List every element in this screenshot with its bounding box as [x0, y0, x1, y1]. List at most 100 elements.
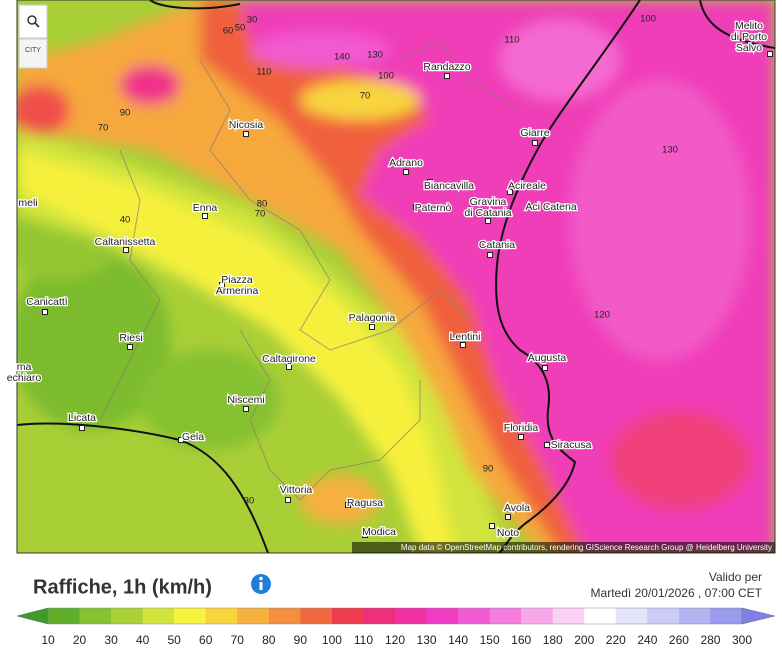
wind-field	[17, 0, 775, 553]
city-marker	[345, 502, 351, 508]
city-label: Niscemi	[227, 394, 264, 406]
legend-tick-label: 160	[511, 633, 531, 647]
city-marker	[403, 169, 409, 175]
info-button[interactable]	[251, 574, 271, 594]
legend-tick-label: 140	[448, 633, 468, 647]
zoom-icon-handle	[34, 22, 40, 28]
city-label: Piazza	[221, 274, 253, 286]
city-marker	[243, 406, 249, 412]
city-label: Randazzo	[423, 61, 470, 73]
attribution-bg	[352, 542, 775, 553]
city-marker	[487, 252, 493, 258]
legend-tick-label: 110	[354, 633, 373, 647]
city-marker	[369, 324, 375, 330]
city-label: Gela	[182, 431, 204, 443]
contour-label: 40	[120, 215, 131, 226]
city-label: di Catania	[464, 207, 511, 219]
province-borders	[99, 39, 521, 501]
city-button[interactable]	[18, 38, 48, 69]
legend-swatch	[174, 608, 207, 624]
city-button-label: CITY	[25, 47, 41, 54]
city-label: echiaro	[7, 372, 42, 384]
legend-tick-label: 60	[199, 633, 213, 647]
legend-swatch	[331, 608, 364, 624]
contour-label: 90	[120, 108, 131, 119]
city-marker	[542, 365, 548, 371]
city-marker	[178, 437, 184, 443]
city-marker	[219, 282, 225, 288]
city-label: Riesi	[119, 332, 142, 344]
city-label: Giarre	[520, 127, 549, 139]
info-icon-bar	[259, 582, 263, 590]
contour-label: 100	[378, 71, 394, 82]
contour-label: 130	[662, 145, 678, 156]
city-label: Licata	[68, 412, 96, 424]
legend-swatch	[237, 608, 270, 624]
contour-label: 60	[223, 26, 234, 37]
city-label: Siracusa	[551, 439, 592, 451]
city-marker	[460, 342, 466, 348]
legend-tick-label: 220	[606, 633, 626, 647]
legend-tick-label: 40	[136, 633, 150, 647]
legend-tick-label: 260	[669, 633, 689, 647]
legend-tick-label: 90	[294, 633, 308, 647]
zoom-control[interactable]: CITY	[18, 4, 48, 69]
contour-label: 70	[360, 91, 371, 102]
city-label: Aci Catena	[525, 201, 577, 213]
legend-swatch	[205, 608, 238, 624]
city-label: Avola	[504, 502, 530, 514]
city-marker	[507, 189, 513, 195]
legend-tick-label: 120	[385, 633, 405, 647]
city-marker	[530, 204, 536, 210]
city-label: Enna	[193, 202, 218, 214]
legend-swatch	[678, 608, 711, 624]
legend-swatch	[300, 608, 333, 624]
legend-tick-label: 30	[104, 633, 118, 647]
city-label: Noto	[497, 527, 519, 539]
city-marker	[286, 364, 292, 370]
legend-swatch	[111, 608, 144, 624]
legend-tick-label: 200	[574, 633, 594, 647]
city-marker	[42, 309, 48, 315]
contour-label: 90	[483, 464, 494, 475]
city-marker	[532, 140, 538, 146]
legend-swatch	[79, 608, 112, 624]
legend-swatch	[615, 608, 648, 624]
city-label: Paternò	[415, 202, 452, 214]
city-marker	[489, 523, 495, 529]
contour-label: 70	[98, 123, 109, 134]
city-label: Augusta	[528, 352, 567, 364]
legend-arrow-right	[741, 607, 776, 625]
legend-tick-label: 70	[231, 633, 245, 647]
legend-tick-label: 10	[41, 633, 55, 647]
city-marker	[767, 51, 773, 57]
contour-label: 30	[244, 496, 255, 507]
zoom-button[interactable]	[18, 4, 48, 39]
city-marker	[444, 73, 450, 79]
legend-tick-label: 50	[168, 633, 182, 647]
info-icon-dot	[259, 576, 263, 581]
city-label: Modica	[362, 526, 396, 538]
city-marker	[427, 179, 433, 185]
city-label: Caltagirone	[262, 353, 316, 365]
city-marker	[127, 344, 133, 350]
legend-swatch	[48, 608, 81, 624]
legend-tick-label: 130	[417, 633, 437, 647]
city-marker	[413, 204, 419, 210]
city-label: Armerina	[216, 285, 259, 297]
city-label: Canicattì	[26, 296, 68, 308]
legend-tick-label: 150	[480, 633, 500, 647]
city-label: Nicosia	[229, 119, 264, 131]
city-label: Melito	[735, 20, 763, 32]
contour-label: 30	[247, 15, 258, 26]
legend: 10 20 30 40 50 60 70 80 90 100 110 120 130 140 150 160 1…	[16, 607, 776, 647]
legend-swatch	[268, 608, 301, 624]
city-label: Caltanissetta	[95, 236, 156, 248]
city-marker	[285, 497, 291, 503]
contour-label: 50	[235, 23, 246, 34]
city-label: Biancavilla	[424, 180, 474, 192]
city-marker	[202, 213, 208, 219]
